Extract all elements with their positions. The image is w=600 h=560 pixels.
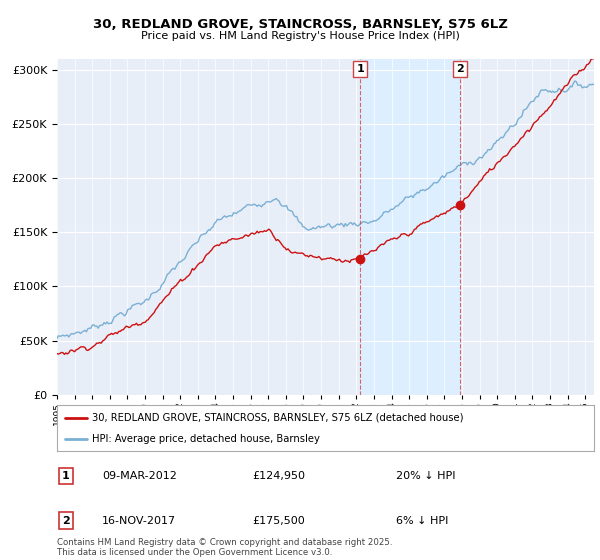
Text: 1: 1 xyxy=(62,471,70,481)
Text: 20% ↓ HPI: 20% ↓ HPI xyxy=(396,471,455,481)
Text: 2: 2 xyxy=(456,64,464,74)
Bar xyxy=(360,59,460,395)
Text: 1: 1 xyxy=(356,64,364,74)
Text: 16-NOV-2017: 16-NOV-2017 xyxy=(102,516,176,526)
Text: Price paid vs. HM Land Registry's House Price Index (HPI): Price paid vs. HM Land Registry's House … xyxy=(140,31,460,41)
Text: Contains HM Land Registry data © Crown copyright and database right 2025.
This d: Contains HM Land Registry data © Crown c… xyxy=(57,538,392,557)
Text: £124,950: £124,950 xyxy=(252,471,305,481)
Text: 30, REDLAND GROVE, STAINCROSS, BARNSLEY, S75 6LZ: 30, REDLAND GROVE, STAINCROSS, BARNSLEY,… xyxy=(92,18,508,31)
Text: 30, REDLAND GROVE, STAINCROSS, BARNSLEY, S75 6LZ (detached house): 30, REDLAND GROVE, STAINCROSS, BARNSLEY,… xyxy=(92,413,463,423)
Text: HPI: Average price, detached house, Barnsley: HPI: Average price, detached house, Barn… xyxy=(92,435,320,444)
Text: 2: 2 xyxy=(62,516,70,526)
Text: 6% ↓ HPI: 6% ↓ HPI xyxy=(396,516,448,526)
Text: £175,500: £175,500 xyxy=(252,516,305,526)
Text: 09-MAR-2012: 09-MAR-2012 xyxy=(102,471,177,481)
